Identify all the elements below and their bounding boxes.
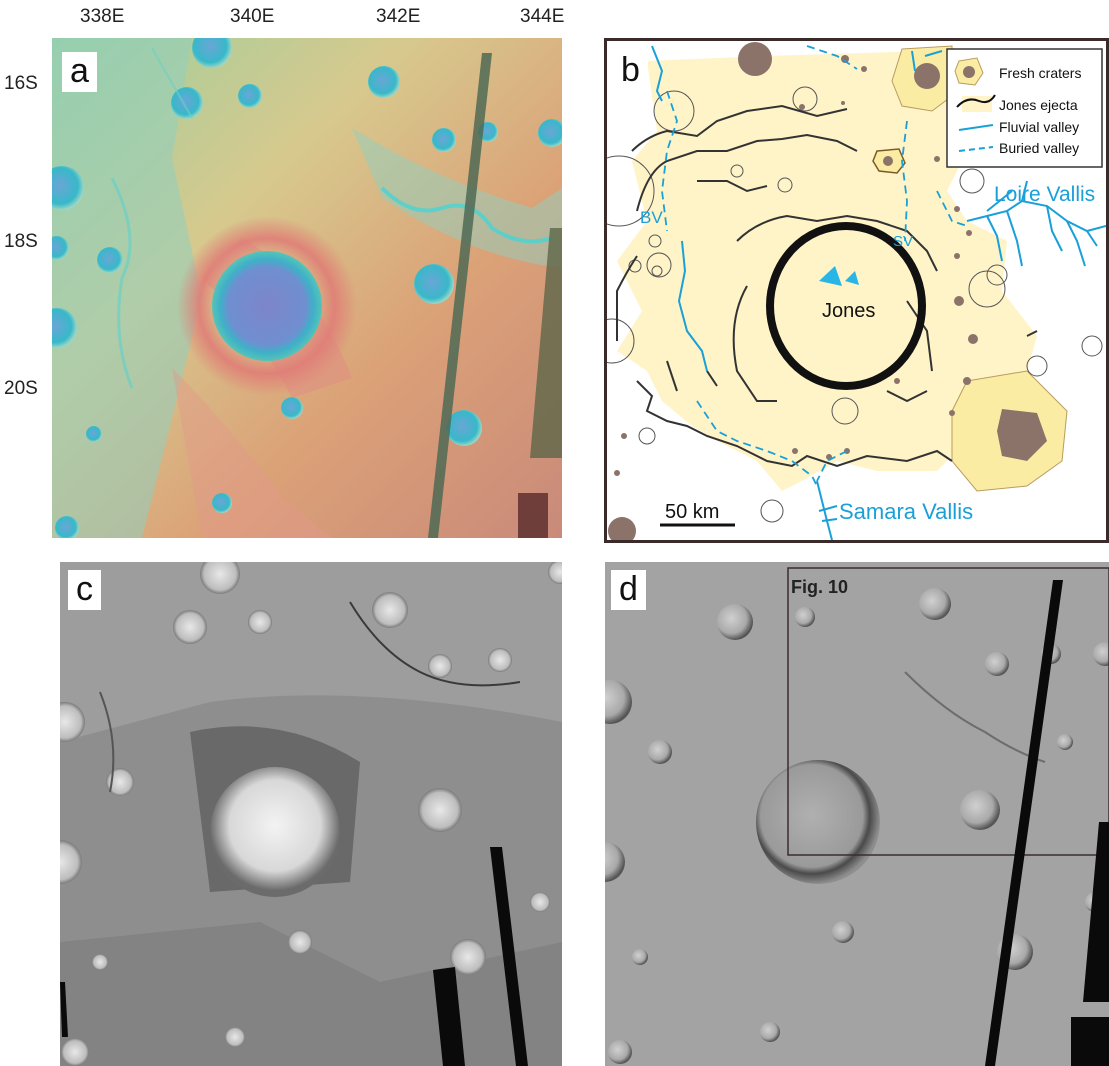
legend-fresh-craters: Fresh craters bbox=[999, 65, 1081, 81]
topography-map-image bbox=[52, 38, 562, 538]
panel-c-grayscale-image: c bbox=[60, 562, 562, 1066]
panel-a-letter: a bbox=[62, 52, 97, 92]
lat-tick-16s: 16S bbox=[4, 73, 38, 94]
panel-d-letter: d bbox=[611, 570, 646, 610]
fig10-label: Fig. 10 bbox=[791, 577, 848, 597]
legend-fluvial-valley: Fluvial valley bbox=[999, 119, 1079, 135]
shaded-relief-image: Fig. 10 bbox=[605, 562, 1109, 1066]
loire-vallis-label: Loire Vallis bbox=[994, 183, 1095, 206]
jones-label: Jones bbox=[822, 300, 875, 322]
legend: Fresh craters Jones ejecta Fluvial valle… bbox=[946, 48, 1103, 168]
legend-fresh-crater-icon bbox=[963, 66, 975, 78]
geologic-map-drawing: Jones BV SV Loire Vallis Samara Vallis 5… bbox=[607, 41, 1106, 540]
jones-ejecta-area bbox=[617, 51, 1037, 491]
legend-buried-icon bbox=[958, 146, 994, 152]
lat-tick-20s: 20S bbox=[4, 378, 38, 399]
panel-b-letter: b bbox=[613, 51, 648, 91]
jones-crater-rim bbox=[766, 222, 926, 390]
lat-tick-18s: 18S bbox=[4, 231, 38, 252]
lon-tick-344e: 344E bbox=[520, 6, 565, 27]
scale-bar: 50 km bbox=[660, 501, 735, 527]
panel-c-letter: c bbox=[68, 570, 101, 610]
samara-vallis-label: Samara Vallis bbox=[839, 499, 973, 524]
scale-bar-label: 50 km bbox=[665, 501, 719, 523]
fluvial-valleys bbox=[651, 45, 1106, 540]
lon-tick-338e: 338E bbox=[80, 6, 125, 27]
legend-ejecta-icon bbox=[956, 94, 996, 108]
panel-d-shaded-relief: Fig. 10 d bbox=[605, 562, 1109, 1066]
legend-fluvial-icon bbox=[958, 124, 994, 131]
grayscale-image bbox=[60, 562, 562, 1066]
buried-valleys bbox=[661, 45, 968, 487]
bv-label: BV bbox=[640, 208, 663, 227]
panel-b-geologic-map: Jones BV SV Loire Vallis Samara Vallis 5… bbox=[604, 38, 1109, 543]
sv-label: SV bbox=[893, 233, 913, 250]
lon-tick-342e: 342E bbox=[376, 6, 421, 27]
ejecta-ridges bbox=[616, 104, 1038, 468]
fig10-outline-box bbox=[787, 567, 1109, 856]
panel-a-topography-map: a bbox=[52, 38, 562, 538]
lon-tick-340e: 340E bbox=[230, 6, 275, 27]
legend-buried-valley: Buried valley bbox=[999, 140, 1079, 156]
legend-jones-ejecta: Jones ejecta bbox=[999, 97, 1078, 113]
